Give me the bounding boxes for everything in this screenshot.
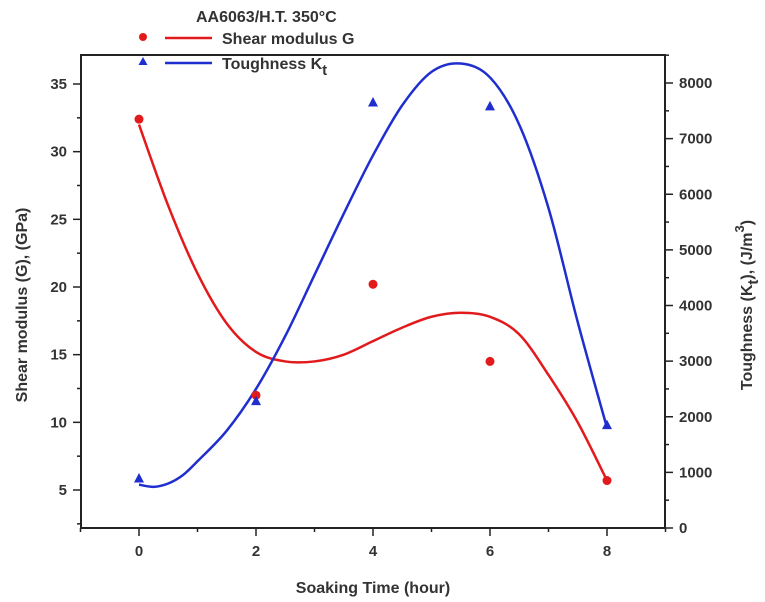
chart-title: AA6063/H.T. 350°C [196,9,337,26]
y-right-tick-label: 4000 [679,298,712,315]
y-right-tick-label: 8000 [679,75,712,92]
y-right-tick-label: 1000 [679,464,712,481]
fit-curve-series-1 [138,62,609,489]
point-shear-modulus [134,114,144,124]
point-shear-modulus [485,356,495,366]
point-toughness [368,96,378,107]
legend: AA6063/H.T. 350°C Shear modulus G Toughn… [138,9,354,79]
point-toughness [134,472,144,483]
point-toughness [485,100,495,111]
right-title-sub: t [745,280,762,285]
right-title-sup: 3 [732,225,747,232]
y-left-tick-label: 30 [50,144,67,161]
y-left-tick-label: 20 [50,279,67,296]
y-right-tick-label: 0 [679,520,687,537]
right-title-part-2: ), (J/m [739,232,756,279]
y-right-tick-label: 3000 [679,353,712,370]
fit-curve-series-0 [137,124,609,482]
y-left-tick-label: 15 [50,347,67,364]
point-shear-modulus [368,279,378,289]
right-title-part-3: ) [739,220,756,225]
x-axis-title: Soaking Time (hour) [296,580,450,597]
x-tick-label: 2 [252,543,260,560]
legend-label-toughness-main: Toughness K [222,56,323,73]
point-shear-modulus [251,390,261,400]
point-toughness [602,419,612,430]
y-axis-right-title: Toughness (Kt), (J/m3) [732,220,762,390]
y-right-tick-label: 5000 [679,242,712,259]
y-right-tick-label: 6000 [679,186,712,203]
x-tick-label: 4 [369,543,378,560]
legend-marker-toughness [138,57,148,65]
legend-label-toughness: Toughness Kt [222,56,327,79]
legend-label-toughness-sub: t [322,62,327,79]
y-right-tick-label: 2000 [679,409,712,426]
y-left-tick-label: 10 [50,414,67,431]
x-tick-label: 8 [603,543,611,560]
point-toughness [251,395,261,406]
plot-frame [80,54,666,529]
right-title-part-1: Toughness (K [739,284,756,390]
x-tick-label: 6 [486,543,494,560]
y-axis-left-title: Shear modulus (G), (GPa) [14,208,31,403]
y-left-tick-label: 35 [50,76,67,93]
fit-curves [137,62,609,489]
axis-titles: Soaking Time (hour) Shear modulus (G), (… [14,208,762,597]
point-shear-modulus [602,476,612,486]
x-tick-label: 0 [135,543,143,560]
y-left-tick-label: 25 [50,211,67,228]
data-points [134,96,612,486]
y-left-tick-label: 5 [59,482,67,499]
legend-marker-shear [139,33,147,41]
y-right-tick-label: 7000 [679,131,712,148]
legend-label-shear: Shear modulus G [222,31,354,48]
plot-axes: 0 2 4 6 8 5 10 15 20 25 30 35 0 1000 2000 3000 4000 5000 6… [50,54,712,560]
